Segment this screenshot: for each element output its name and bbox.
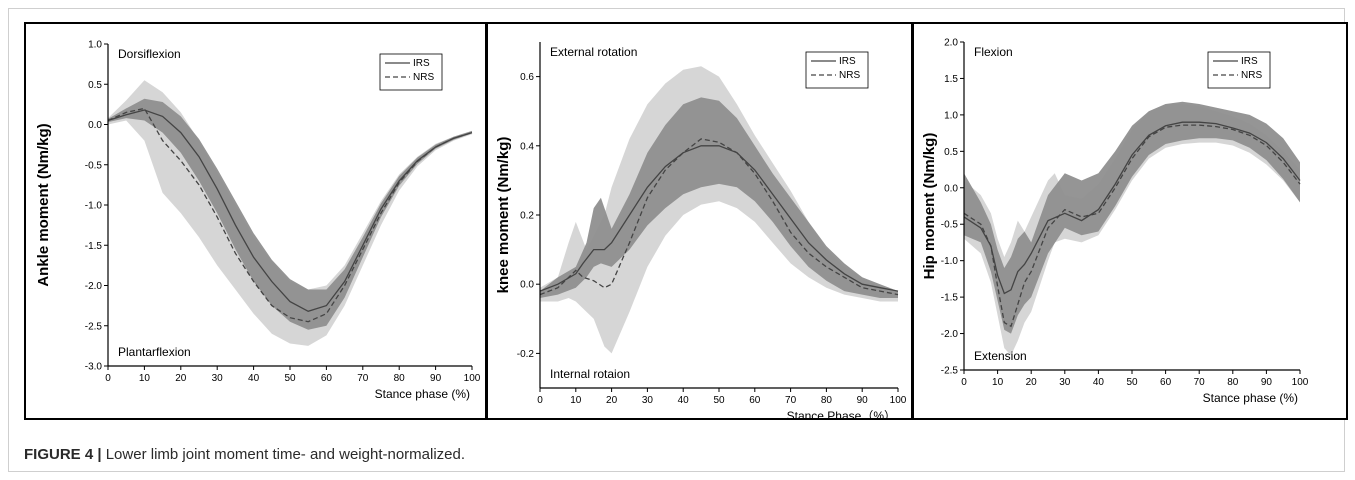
- hip-x-axis-title: Stance phase (%): [1203, 391, 1298, 405]
- knee-y-tick-label: -0.2: [517, 349, 535, 360]
- knee-legend-label-irs: IRS: [839, 56, 856, 67]
- hip-legend-label-irs: IRS: [1241, 56, 1258, 67]
- ankle-y-tick-label: 0.0: [88, 120, 102, 131]
- hip-x-tick-label: 30: [1059, 377, 1071, 388]
- knee-legend-label-nrs: NRS: [839, 70, 860, 81]
- knee-x-tick-label: 60: [749, 395, 761, 406]
- ankle-y-tick-label: 1.0: [88, 40, 102, 51]
- knee-x-tick-label: 0: [537, 395, 543, 406]
- knee-moment-panel: 0 10 20 30 40 50 60 70 80 90 100 0.6 0.4 0.2 0.0 -0.2 kn…: [486, 22, 913, 420]
- ankle-y-tick-label: -2.0: [85, 281, 103, 292]
- hip-annotation-bottom: Extension: [974, 349, 1027, 363]
- knee-sd-band-dark: [540, 97, 898, 299]
- knee-legend-box: [805, 51, 869, 89]
- hip-y-axis-title: Hip moment (Nm/kg): [921, 133, 938, 280]
- knee-y-tick-label: 0.4: [520, 141, 534, 152]
- ankle-x-tick-label: 90: [430, 373, 442, 384]
- knee-x-tick-label: 10: [570, 395, 582, 406]
- hip-x-tick-label: 70: [1194, 377, 1206, 388]
- hip-x-tick-label: 40: [1093, 377, 1105, 388]
- hip-y-tick-label: -1.0: [941, 256, 959, 267]
- hip-x-tick-label: 50: [1126, 377, 1138, 388]
- ankle-series-nrs-line: [107, 107, 473, 323]
- hip-annotation-top: Flexion: [974, 45, 1013, 59]
- knee-x-tick-label: 100: [890, 395, 907, 406]
- knee-y-tick-label: 0.2: [520, 211, 534, 222]
- ankle-y-tick-label: -3.0: [85, 362, 103, 373]
- ankle-x-tick-label: 40: [248, 373, 260, 384]
- knee-x-tick-label: 90: [857, 395, 869, 406]
- knee-moment-chart: 0 10 20 30 40 50 60 70 80 90 100 0.6 0.4 0.2 0.0 -0.2 kn…: [495, 42, 907, 418]
- ankle-moment-chart: 0 10 20 30 40 50 60 70 80 90 100 1.0 0.5 0.0 -0.5 -1.0 -…: [35, 40, 481, 402]
- knee-y-tick-label: 0.6: [520, 72, 534, 83]
- knee-annotation-bottom: Internal rotaion: [550, 367, 630, 381]
- ankle-x-tick-label: 10: [139, 373, 151, 384]
- hip-x-tick-label: 80: [1227, 377, 1239, 388]
- hip-y-tick-label: -2.0: [941, 329, 959, 340]
- hip-sd-band-dark: [964, 101, 1300, 334]
- ankle-y-tick-label: -2.5: [85, 321, 103, 332]
- ankle-x-tick-label: 20: [175, 373, 187, 384]
- ankle-x-tick-label: 30: [212, 373, 224, 384]
- hip-moment-chart: 0 10 20 30 40 50 60 70 80 90 100 2.0 1.5 1.0 0.5 0.0 -0.…: [921, 38, 1309, 406]
- hip-series-nrs-line: [963, 124, 1301, 328]
- hip-y-tick-label: 1.5: [944, 74, 958, 85]
- knee-annotation-top: External rotation: [550, 45, 637, 59]
- knee-x-tick-label: 50: [713, 395, 725, 406]
- ankle-y-axis-title: Ankle moment (Nm/kg): [35, 123, 52, 286]
- ankle-moment-panel: 0 10 20 30 40 50 60 70 80 90 100 1.0 0.5 0.0 -0.5 -1.0 -…: [24, 22, 487, 420]
- hip-series-irs-line: [963, 121, 1301, 295]
- knee-x-tick-label: 20: [606, 395, 618, 406]
- hip-x-tick-label: 100: [1292, 377, 1309, 388]
- ankle-x-tick-label: 70: [357, 373, 369, 384]
- ankle-legend-label-nrs: NRS: [413, 72, 434, 83]
- hip-x-tick-label: 10: [992, 377, 1004, 388]
- ankle-x-tick-label: 80: [394, 373, 406, 384]
- ankle-annotation-bottom: Plantarflexion: [118, 345, 191, 359]
- ankle-y-tick-label: -1.0: [85, 201, 103, 212]
- ankle-x-tick-label: 0: [105, 373, 111, 384]
- hip-y-tick-label: -0.5: [941, 220, 959, 231]
- ankle-y-tick-label: -0.5: [85, 160, 103, 171]
- figure-caption: FIGURE 4 | Lower limb joint moment time-…: [24, 446, 465, 463]
- ankle-legend-label-irs: IRS: [413, 58, 430, 69]
- hip-x-tick-label: 20: [1026, 377, 1038, 388]
- knee-y-tick-label: 0.0: [520, 280, 534, 291]
- hip-x-tick-label: 60: [1160, 377, 1172, 388]
- knee-sd-band-light: [540, 66, 898, 354]
- ankle-x-tick-label: 100: [464, 373, 481, 384]
- knee-x-axis-title: Stance Phase（%）: [787, 409, 896, 418]
- hip-y-tick-label: 0.5: [944, 147, 958, 158]
- knee-x-tick-label: 70: [785, 395, 797, 406]
- hip-legend-label-nrs: NRS: [1241, 70, 1262, 81]
- hip-legend-box: [1207, 51, 1271, 89]
- knee-x-tick-label: 80: [821, 395, 833, 406]
- hip-x-tick-label: 0: [961, 377, 967, 388]
- knee-y-axis-title: knee moment (Nm/kg): [495, 137, 512, 294]
- hip-x-tick-label: 90: [1261, 377, 1273, 388]
- ankle-y-tick-label: -1.5: [85, 241, 103, 252]
- figure-caption-text: Lower limb joint moment time- and weight…: [101, 446, 466, 463]
- ankle-x-axis-title: Stance phase (%): [375, 387, 470, 401]
- ankle-x-tick-label: 50: [284, 373, 296, 384]
- knee-series-irs-line: [539, 145, 899, 292]
- figure-caption-label: FIGURE 4 |: [24, 446, 102, 463]
- hip-y-tick-label: 2.0: [944, 38, 958, 49]
- ankle-series-irs-line: [107, 109, 473, 313]
- knee-x-tick-label: 40: [678, 395, 690, 406]
- ankle-y-tick-label: 0.5: [88, 80, 102, 91]
- ankle-annotation-top: Dorsiflexion: [118, 47, 181, 61]
- hip-y-tick-label: 1.0: [944, 110, 958, 121]
- hip-y-tick-label: 0.0: [944, 183, 958, 194]
- knee-series-nrs-line: [539, 138, 899, 296]
- hip-y-tick-label: -2.5: [941, 366, 959, 377]
- ankle-x-tick-label: 60: [321, 373, 333, 384]
- knee-x-tick-label: 30: [642, 395, 654, 406]
- hip-moment-panel: 0 10 20 30 40 50 60 70 80 90 100 2.0 1.5 1.0 0.5 0.0 -0.…: [912, 22, 1348, 420]
- hip-y-tick-label: -1.5: [941, 293, 959, 304]
- ankle-legend-box: [379, 53, 443, 91]
